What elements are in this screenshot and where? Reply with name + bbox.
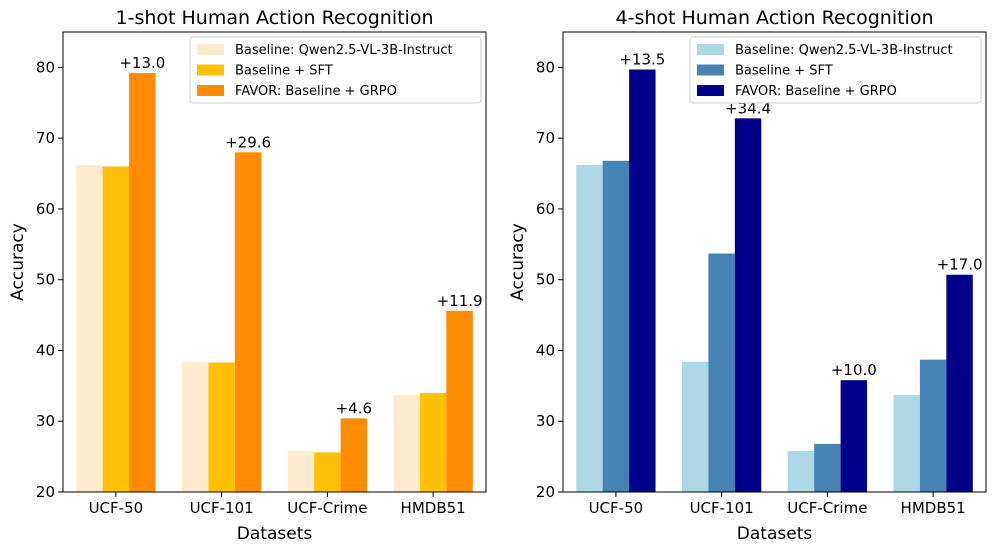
y-tick-label: 40	[536, 341, 555, 359]
x-tick-label: UCF-50	[589, 499, 644, 517]
bar-annotation: +29.6	[225, 133, 271, 151]
x-tick-label: UCF-Crime	[787, 499, 867, 517]
x-tick-label: UCF-101	[190, 499, 254, 517]
plot-frame	[62, 31, 487, 493]
y-axis-label: Accuracy	[508, 223, 528, 301]
bar-2-hmdb51	[919, 359, 947, 492]
x-tick-label: UCF-Crime	[287, 499, 367, 517]
y-tick-label: 60	[536, 200, 555, 218]
bar-2-ucf-101	[708, 253, 735, 492]
bar-annotation: +13.0	[119, 54, 165, 72]
bar-annotation: +13.5	[619, 51, 665, 69]
bar-annotation: +4.6	[336, 399, 372, 417]
x-tick-label: UCF-101	[690, 499, 754, 517]
legend-swatch	[197, 85, 224, 96]
y-tick-label: 30	[536, 412, 555, 430]
bar-annotation: +34.4	[725, 99, 771, 117]
bar-3-ucf-50	[129, 73, 156, 493]
bar-3-ucf-crime	[340, 418, 368, 492]
x-axis-label: Datasets	[237, 524, 313, 544]
x-axis-label: Datasets	[737, 524, 813, 544]
bar-3-ucf-101	[734, 118, 762, 492]
y-tick-label: 60	[36, 200, 55, 218]
legend-entry: Baseline: Qwen2.5-VL-3B-Instruct	[235, 43, 453, 58]
bar-3-ucf-101	[234, 152, 262, 493]
bar-1-ucf-crime	[287, 450, 315, 492]
chart-panel-2: 4-shot Human Action Recognition +13.5 +34.…	[508, 7, 987, 544]
chart-panel-1: 1-shot Human Action Recognition +13.0 +29.…	[8, 7, 487, 544]
legend-swatch	[197, 44, 224, 55]
bar-3-hmdb51	[946, 274, 973, 492]
x-tick-label: UCF-50	[89, 499, 144, 517]
y-tick-label: 70	[536, 129, 555, 147]
y-tick-label: 80	[536, 58, 555, 76]
legend: Baseline: Qwen2.5-VL-3B-Instruct Baseline…	[189, 36, 482, 104]
bar-annotation: +11.9	[437, 292, 483, 310]
plot-frame	[562, 31, 987, 493]
legend-entry: FAVOR: Baseline + GRPO	[235, 84, 397, 99]
bar-3-ucf-50	[629, 69, 656, 492]
bar-1-ucf-50	[76, 165, 103, 493]
x-tick-label: HMDB51	[401, 499, 466, 517]
legend-swatch	[697, 85, 724, 96]
legend-swatch	[697, 64, 724, 76]
x-tick-label: HMDB51	[901, 499, 966, 517]
bar-2-ucf-50	[602, 160, 630, 493]
y-tick-label: 80	[36, 58, 55, 76]
y-tick-label: 30	[36, 412, 55, 430]
bar-1-hmdb51	[893, 395, 920, 492]
legend-frame	[689, 36, 982, 104]
legend-swatch	[197, 64, 224, 76]
y-tick-label: 50	[36, 271, 55, 289]
bar-2-hmdb51	[419, 392, 447, 492]
y-tick-label: 40	[36, 341, 55, 359]
bar-1-ucf-101	[181, 361, 209, 492]
y-tick-label: 70	[36, 129, 55, 147]
bar-annotation: +10.0	[831, 361, 877, 379]
y-tick-label: 20	[36, 483, 55, 501]
bar-1-hmdb51	[393, 395, 420, 492]
bar-annotation: +17.0	[937, 256, 983, 274]
chart-title: 1-shot Human Action Recognition	[116, 7, 434, 29]
legend-entry: FAVOR: Baseline + GRPO	[735, 84, 897, 99]
y-axis-label: Accuracy	[8, 223, 28, 301]
bar-2-ucf-50	[102, 166, 130, 492]
bar-2-ucf-101	[208, 362, 235, 492]
y-tick-label: 20	[536, 483, 555, 501]
legend-swatch	[697, 44, 724, 55]
legend-entry: Baseline: Qwen2.5-VL-3B-Instruct	[735, 43, 953, 58]
y-tick-label: 50	[536, 271, 555, 289]
bar-2-ucf-crime	[814, 443, 841, 492]
legend-entry: Baseline + SFT	[735, 64, 833, 79]
bar-1-ucf-50	[576, 165, 603, 493]
chart-title: 4-shot Human Action Recognition	[616, 7, 934, 29]
legend: Baseline: Qwen2.5-VL-3B-Instruct Baseline…	[689, 36, 982, 104]
bar-1-ucf-101	[681, 361, 709, 492]
bar-1-ucf-crime	[787, 450, 815, 492]
legend-frame	[189, 36, 482, 104]
legend-entry: Baseline + SFT	[235, 64, 333, 79]
bar-2-ucf-crime	[314, 452, 341, 492]
bar-3-hmdb51	[446, 310, 473, 492]
bar-3-ucf-crime	[840, 380, 868, 492]
